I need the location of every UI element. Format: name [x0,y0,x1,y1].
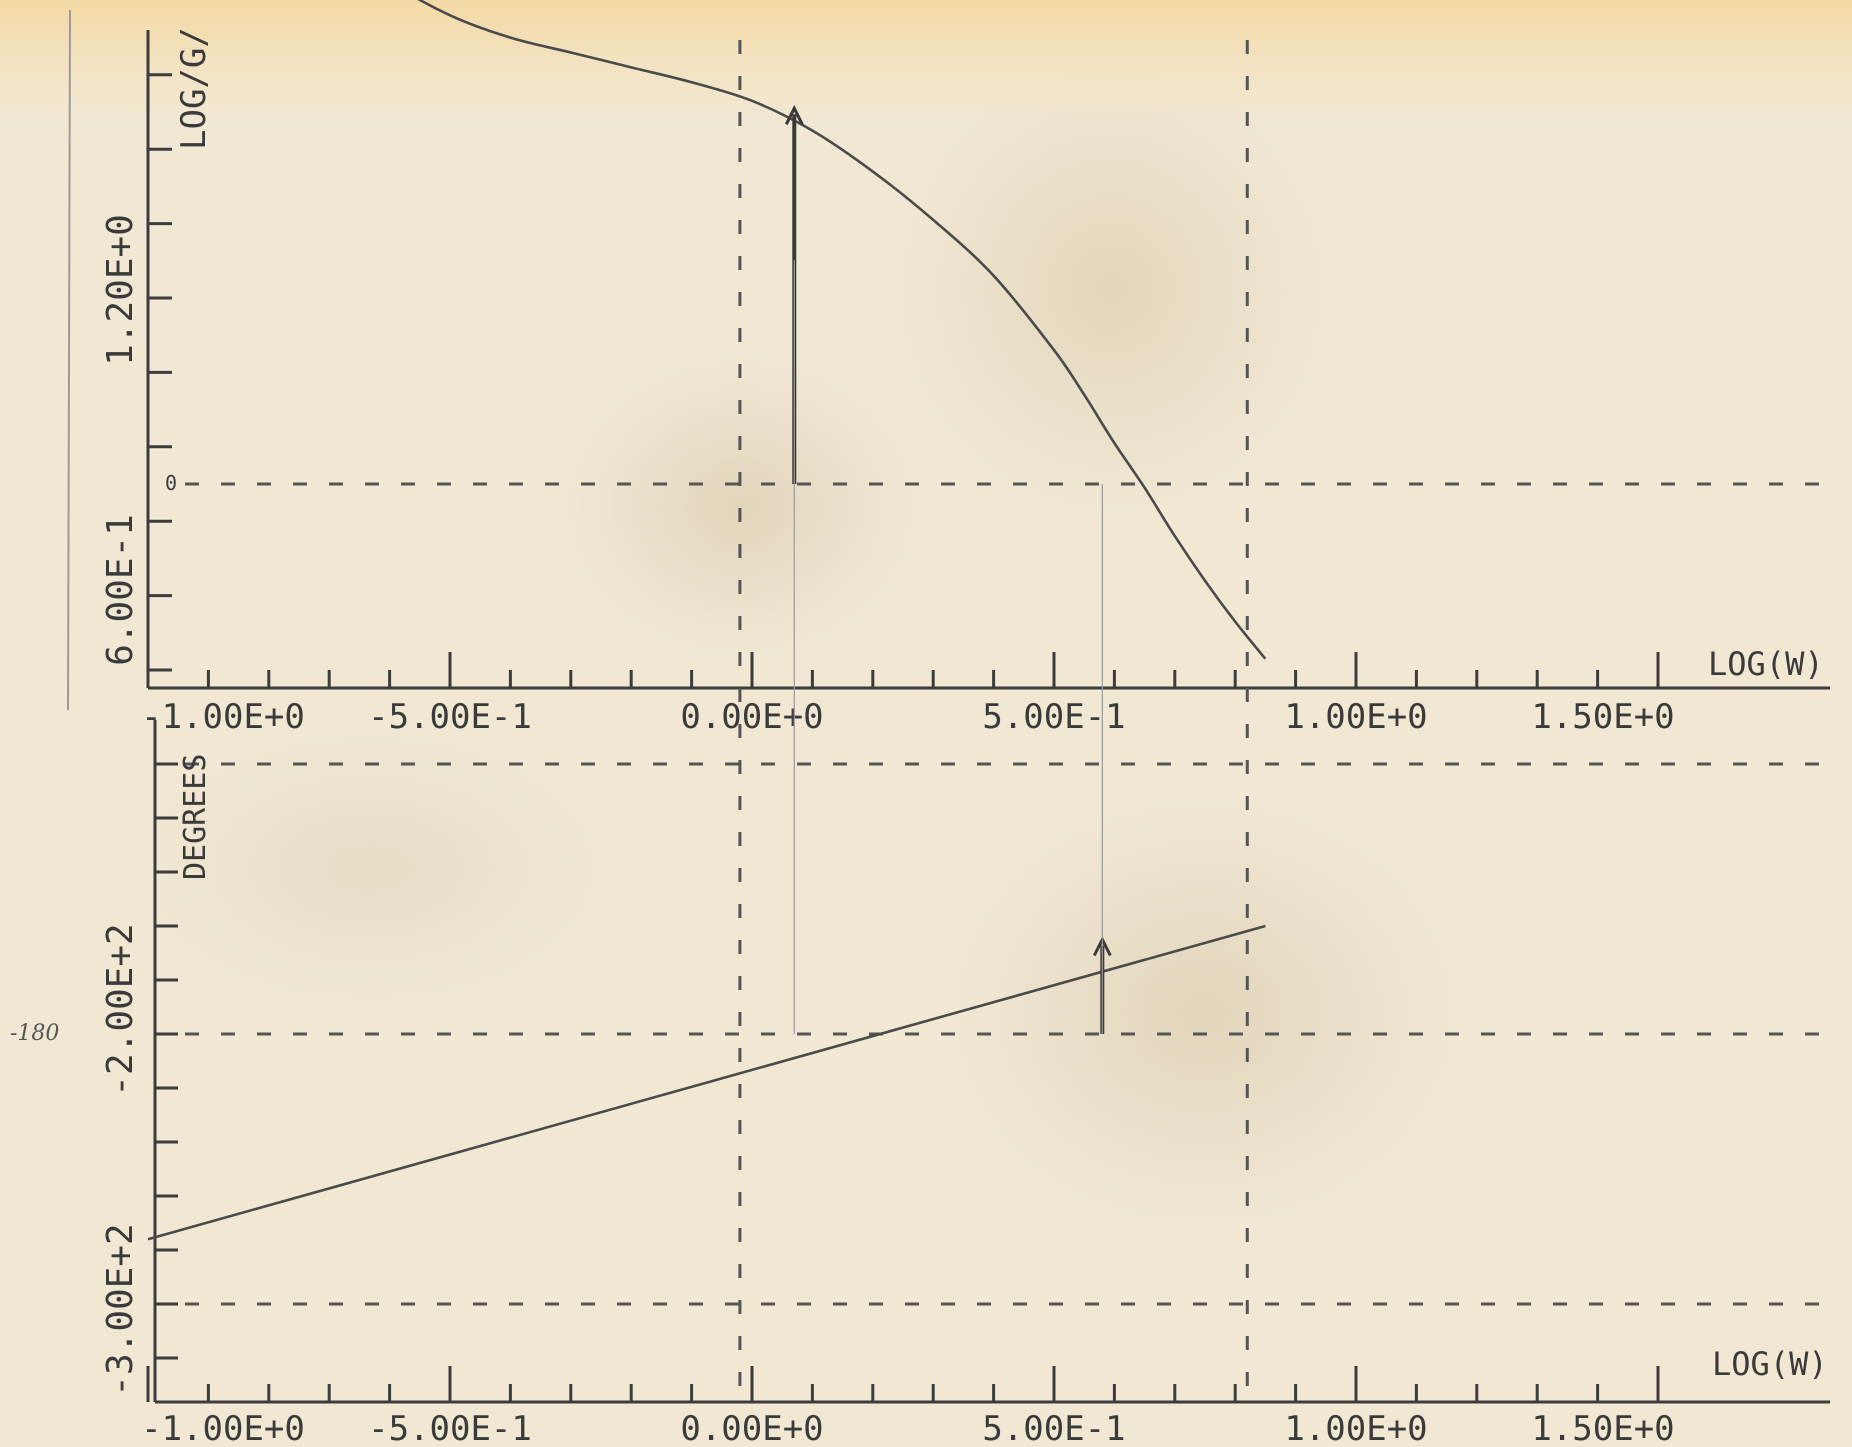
magnitude-y-ticks [148,73,172,672]
magnitude-x-tick-labels: -1.00E+0 -5.00E-1 0.00E+0 5.00E-1 1.00E+0 1.5… [141,697,1675,737]
phase-gridlines [185,762,1830,1306]
magnitude-xlabel: LOG(W) [1708,645,1824,683]
magnitude-panel: -1.00E+0 -5.00E-1 0.00E+0 5.00E-1 1.00E+0 1.5… [100,0,1830,737]
phase-curve [147,924,1266,1241]
magnitude-x-tick-label: 5.00E-1 [982,697,1125,737]
magnitude-x-tick-label: 1.00E+0 [1284,697,1427,737]
phase-xlabel: LOG(W) [1712,1345,1828,1383]
phase-ylabel: DEGREES [178,754,213,880]
phase-y-tick-labels: -2.00E+2 -3.00E+2 [100,923,141,1396]
magnitude-ylabel: LOG/G/ [174,27,214,150]
phase-x-ticks [146,1366,1660,1402]
magnitude-curve [417,0,1267,660]
phase-x-tick-label: 1.50E+0 [1531,1409,1674,1447]
magnitude-x-tick-label: -5.00E-1 [368,697,532,737]
magnitude-x-tick-label: 0.00E+0 [680,697,823,737]
phase-x-tick-labels: -1.00E+0 -5.00E-1 0.00E+0 5.00E-1 1.00E+0 1.5… [141,1409,1675,1447]
gain-margin-arrow-head [784,104,804,125]
phase-x-tick-label: -1.00E+0 [141,1409,305,1447]
magnitude-y-tick-labels: 1.20E+0 6.00E-1 [100,214,141,666]
magnitude-y-zero-label: 0 [165,471,177,495]
magnitude-y-tick-label: 6.00E-1 [100,514,141,666]
magnitude-x-tick-label: -1.00E+0 [141,697,305,737]
margin-line [67,9,71,711]
magnitude-x-tick-label: 1.50E+0 [1531,697,1674,737]
phase-x-tick-label: 0.00E+0 [680,1409,823,1447]
handwritten-minus-180-label: -180 [10,1021,59,1046]
phase-x-tick-label: -5.00E-1 [368,1409,532,1447]
magnitude-y-tick-label: 1.20E+0 [100,214,141,366]
phase-x-tick-label: 1.00E+0 [1284,1409,1427,1447]
phase-y-ticks [155,762,178,1360]
magnitude-x-ticks [146,652,1660,688]
phase-panel: -1.00E+0 -5.00E-1 0.00E+0 5.00E-1 1.00E+0 1.5… [10,720,1830,1447]
crossover-guide-lines [738,40,1249,1400]
phase-y-tick-label: -3.00E+2 [100,1223,141,1396]
phase-y-tick-label: -2.00E+2 [100,923,141,1096]
phase-x-tick-label: 5.00E-1 [982,1409,1125,1447]
